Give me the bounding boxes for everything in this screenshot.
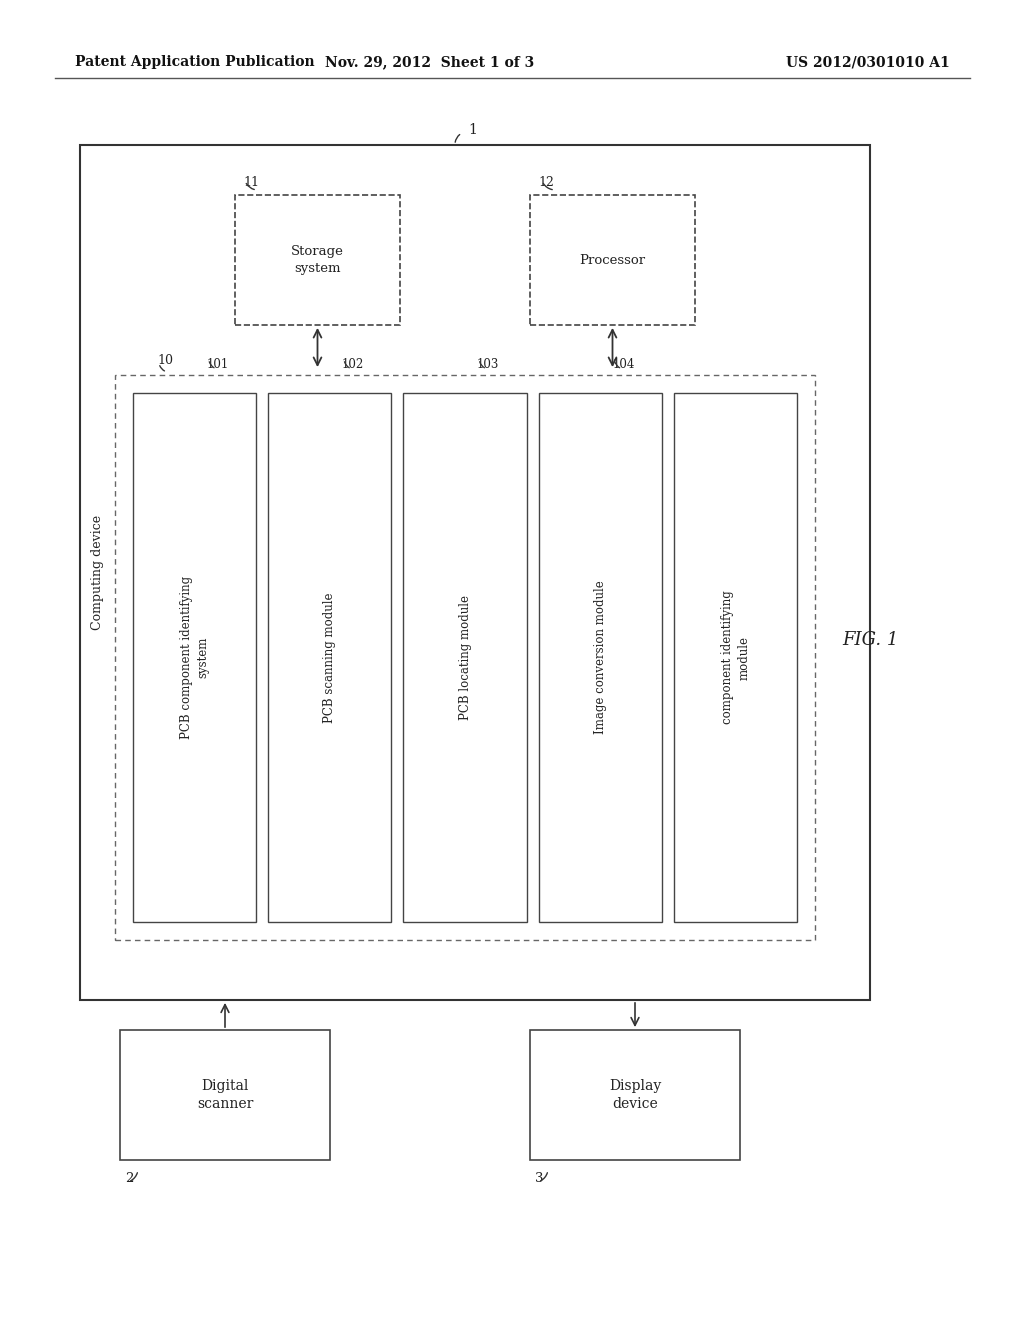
Bar	[120, 1030, 330, 1160]
Bar	[539, 393, 662, 921]
Text: component identifying
module: component identifying module	[721, 590, 751, 725]
Text: 1: 1	[468, 123, 477, 137]
Text: Nov. 29, 2012  Sheet 1 of 3: Nov. 29, 2012 Sheet 1 of 3	[326, 55, 535, 69]
Text: Patent Application Publication: Patent Application Publication	[75, 55, 314, 69]
Text: PCB component identifying
system: PCB component identifying system	[180, 576, 209, 739]
Text: 103: 103	[477, 359, 500, 371]
Text: Computing device: Computing device	[91, 515, 104, 630]
Text: 104: 104	[612, 359, 635, 371]
Bar	[115, 375, 815, 940]
Bar	[530, 195, 695, 325]
Text: 12: 12	[538, 176, 554, 189]
Text: FIG. 1: FIG. 1	[842, 631, 898, 649]
Text: 3: 3	[535, 1172, 544, 1184]
Text: Image conversion module: Image conversion module	[594, 581, 606, 734]
Text: US 2012/0301010 A1: US 2012/0301010 A1	[786, 55, 950, 69]
Text: Digital
scanner: Digital scanner	[197, 1078, 253, 1111]
Bar	[133, 393, 256, 921]
Text: 2: 2	[125, 1172, 133, 1184]
Bar	[80, 145, 870, 1001]
Text: 10: 10	[157, 354, 173, 367]
Bar	[234, 195, 400, 325]
Text: 102: 102	[342, 359, 365, 371]
Text: Display
device: Display device	[609, 1078, 662, 1111]
Bar	[403, 393, 526, 921]
Bar	[674, 393, 797, 921]
Bar	[530, 1030, 740, 1160]
Text: Processor: Processor	[580, 253, 645, 267]
Text: 101: 101	[207, 359, 228, 371]
Text: PCB scanning module: PCB scanning module	[324, 593, 336, 723]
Text: Storage
system: Storage system	[291, 246, 344, 275]
Bar	[268, 393, 391, 921]
Text: 11: 11	[243, 176, 259, 189]
Text: PCB locating module: PCB locating module	[459, 595, 471, 719]
